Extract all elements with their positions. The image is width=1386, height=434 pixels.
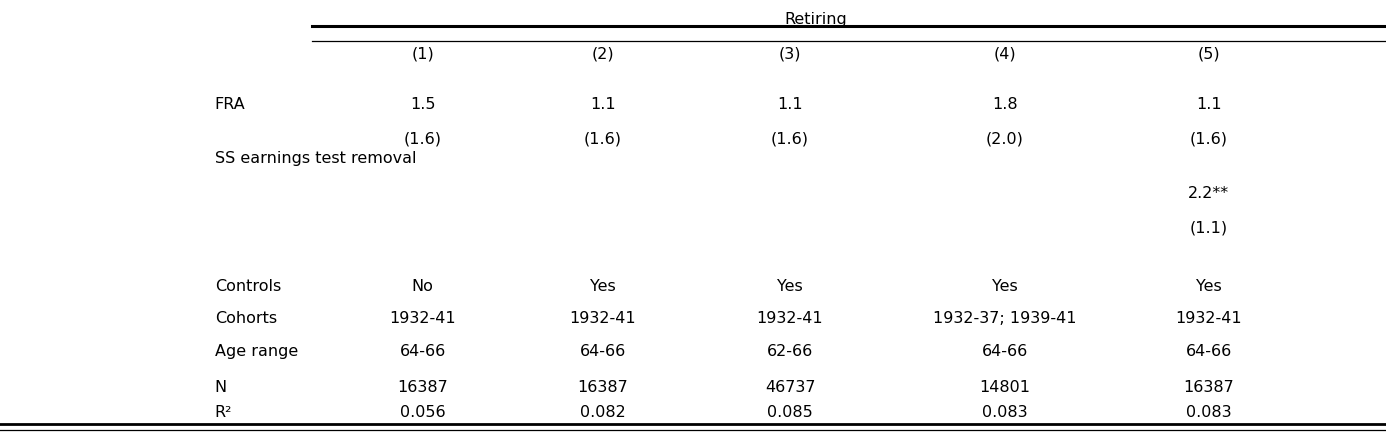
Text: 14801: 14801	[980, 380, 1030, 395]
Text: (1.6): (1.6)	[1189, 132, 1228, 146]
Text: Yes: Yes	[590, 279, 615, 294]
Text: (2.0): (2.0)	[985, 132, 1024, 146]
Text: Cohorts: Cohorts	[215, 312, 277, 326]
Text: (3): (3)	[779, 47, 801, 62]
Text: Controls: Controls	[215, 279, 281, 294]
Text: (1.6): (1.6)	[771, 132, 809, 146]
Text: 1.1: 1.1	[590, 97, 615, 112]
Text: N: N	[215, 380, 227, 395]
Text: 1932-41: 1932-41	[1175, 312, 1242, 326]
Text: 0.085: 0.085	[766, 405, 814, 420]
Text: Yes: Yes	[992, 279, 1017, 294]
Text: (1.6): (1.6)	[403, 132, 442, 146]
Text: 64-66: 64-66	[579, 344, 626, 359]
Text: 64-66: 64-66	[399, 344, 446, 359]
Text: Yes: Yes	[778, 279, 802, 294]
Text: 0.056: 0.056	[401, 405, 445, 420]
Text: 1932-41: 1932-41	[570, 312, 636, 326]
Text: Yes: Yes	[1196, 279, 1221, 294]
Text: Retiring: Retiring	[784, 12, 847, 27]
Text: (2): (2)	[592, 47, 614, 62]
Text: 0.083: 0.083	[1186, 405, 1231, 420]
Text: 2.2**: 2.2**	[1188, 186, 1229, 201]
Text: 62-66: 62-66	[766, 344, 814, 359]
Text: R²: R²	[215, 405, 233, 420]
Text: (1): (1)	[412, 47, 434, 62]
Text: 16387: 16387	[1184, 380, 1234, 395]
Text: 1.8: 1.8	[992, 97, 1017, 112]
Text: 0.083: 0.083	[983, 405, 1027, 420]
Text: 64-66: 64-66	[981, 344, 1028, 359]
Text: 1932-41: 1932-41	[389, 312, 456, 326]
Text: 46737: 46737	[765, 380, 815, 395]
Text: FRA: FRA	[215, 97, 245, 112]
Text: 1932-37; 1939-41: 1932-37; 1939-41	[933, 312, 1077, 326]
Text: (4): (4)	[994, 47, 1016, 62]
Text: 16387: 16387	[398, 380, 448, 395]
Text: (1.6): (1.6)	[584, 132, 622, 146]
Text: 1.1: 1.1	[1196, 97, 1221, 112]
Text: 0.082: 0.082	[579, 405, 626, 420]
Text: (5): (5)	[1198, 47, 1220, 62]
Text: 1932-41: 1932-41	[757, 312, 823, 326]
Text: Age range: Age range	[215, 344, 298, 359]
Text: 1.1: 1.1	[778, 97, 802, 112]
Text: 64-66: 64-66	[1185, 344, 1232, 359]
Text: (1.1): (1.1)	[1189, 220, 1228, 235]
Text: No: No	[412, 279, 434, 294]
Text: 16387: 16387	[578, 380, 628, 395]
Text: 1.5: 1.5	[410, 97, 435, 112]
Text: SS earnings test removal: SS earnings test removal	[215, 151, 416, 166]
